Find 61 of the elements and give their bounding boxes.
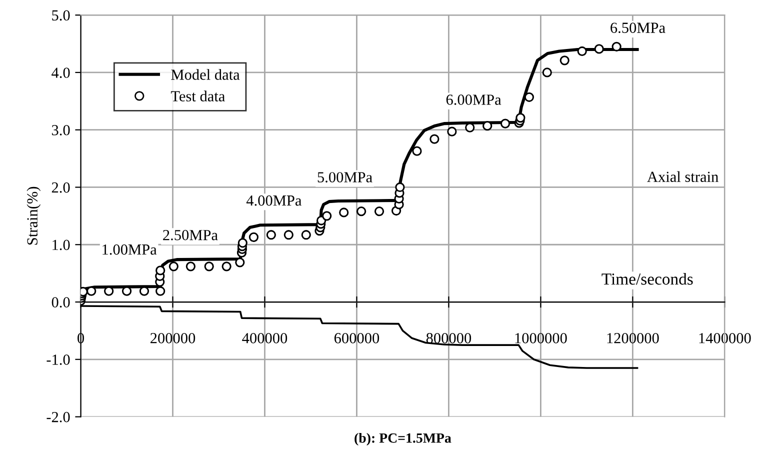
point	[222, 262, 232, 272]
y-tick-label: -2.0	[46, 412, 70, 422]
annotation: 6.00MPa	[446, 94, 502, 105]
y-tick-label: 2.0	[52, 182, 70, 193]
y-tick-label: -1.0	[46, 354, 70, 365]
point	[301, 230, 311, 240]
point	[156, 286, 166, 296]
point	[516, 112, 526, 123]
point	[266, 230, 276, 240]
point	[168, 262, 178, 272]
point	[500, 118, 510, 128]
x-tick-label: 400000	[242, 333, 288, 344]
point	[284, 230, 294, 240]
x-tick-label: 1400000	[699, 333, 751, 344]
point	[430, 134, 440, 144]
annotation: 5.00MPa	[318, 172, 372, 182]
point	[465, 122, 475, 132]
point	[238, 238, 248, 248]
point	[322, 211, 332, 221]
point	[356, 206, 366, 216]
point	[248, 232, 259, 242]
point	[186, 262, 196, 272]
point	[482, 121, 492, 131]
point	[594, 44, 604, 54]
x-tick-label: 200000	[150, 333, 196, 344]
y-tick-label: 3.0	[52, 124, 70, 136]
point	[122, 286, 132, 296]
point	[524, 92, 534, 102]
annotation: 4.00MPa	[246, 195, 302, 206]
annotation: Axial strain	[647, 171, 718, 182]
y-axis-title: Strain(%)	[26, 186, 41, 245]
legend-label: Model data	[171, 69, 240, 80]
x-tick-label: 800000	[426, 333, 472, 344]
annotation: 2.50MPa	[163, 230, 218, 240]
annotation: 6.50MPa	[610, 22, 666, 34]
point	[542, 68, 552, 78]
point	[577, 46, 587, 56]
point	[339, 208, 349, 218]
y-tick-label: 5.0	[52, 10, 70, 21]
y-tick-label: 4.0	[52, 68, 70, 78]
point	[156, 266, 166, 276]
annotation: 1.00MPa	[102, 244, 157, 255]
y-tick-label: 1.0	[52, 240, 70, 250]
point	[612, 42, 622, 52]
point	[412, 146, 422, 156]
point	[395, 182, 405, 192]
point	[560, 56, 570, 66]
x-tick-label: 1200000	[607, 333, 659, 344]
x-axis-title: Time/seconds	[602, 272, 693, 285]
point	[86, 286, 96, 296]
y-tick-label: 0.0	[52, 297, 70, 308]
point	[374, 206, 384, 216]
point	[447, 126, 457, 136]
point	[104, 286, 114, 296]
x-tick-label: 1000000	[515, 333, 567, 344]
point	[204, 262, 214, 272]
text: (b): PC=1.5MPa	[354, 432, 452, 446]
x-tick-label: 600000	[334, 333, 380, 344]
legend-label: Test data	[170, 90, 225, 102]
point	[139, 286, 150, 296]
point	[235, 258, 245, 268]
